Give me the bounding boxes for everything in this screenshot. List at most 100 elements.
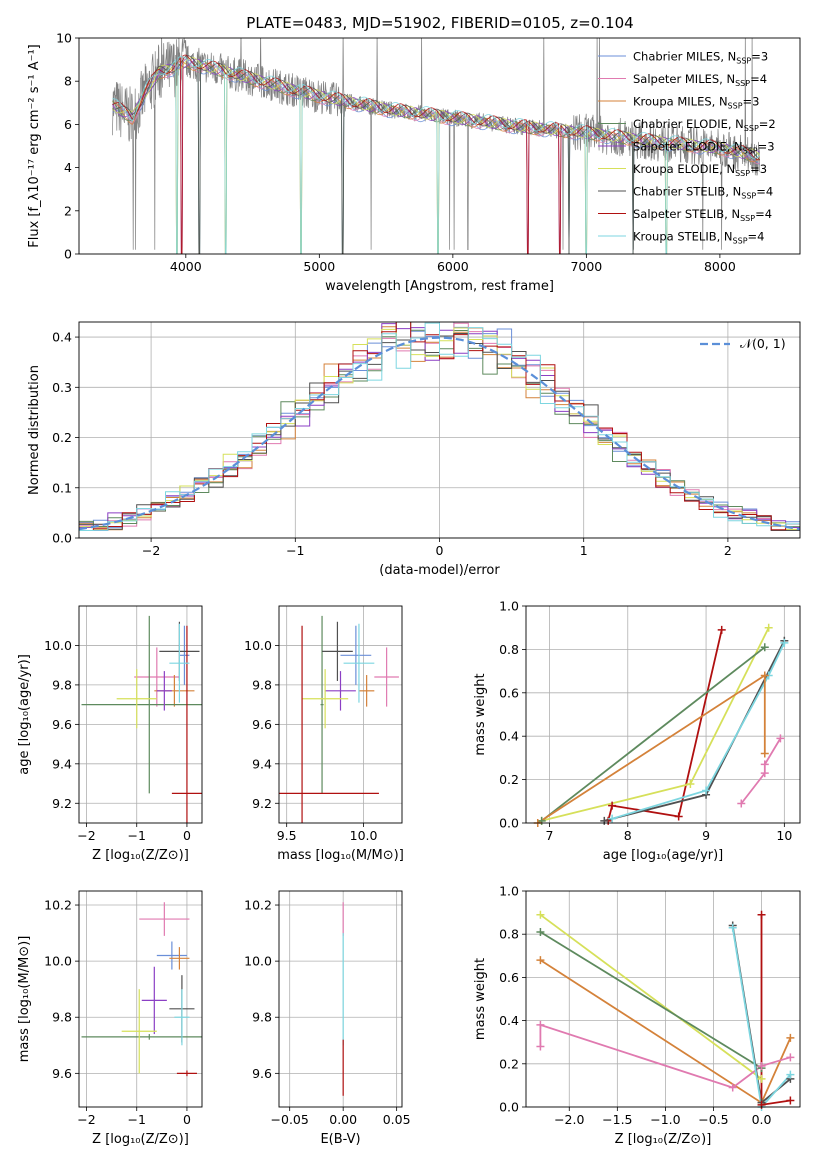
weight-line (740, 737, 782, 805)
y-tick-label: 9.2 (252, 796, 272, 811)
x-tick-label: −0.05 (271, 1112, 309, 1127)
y-tick-label: 9.6 (252, 717, 272, 732)
plot-area (79, 891, 202, 1107)
y-tick-label: 8 (64, 74, 72, 89)
y-tick-label: 9.2 (52, 796, 72, 811)
y-tick-label: 9.4 (52, 756, 72, 771)
y-tick-label: 1.0 (499, 884, 519, 899)
x-tick-label: 9 (702, 828, 710, 843)
y-tick-label: 0.8 (499, 927, 519, 942)
y-axis-label: age [log₁₀(age/yr)] (17, 654, 32, 775)
weight-marker (536, 956, 545, 965)
weight-marker (536, 1042, 545, 1051)
spectrum-panel: 4000 5000 6000 7000 8000 0 2 4 6 8 10 wavelength [A… (27, 31, 801, 294)
legend-label-sub: SSP (744, 124, 759, 133)
legend-label-sub: SSP (741, 192, 756, 201)
weight-line (541, 646, 766, 822)
y-tick-label: 9.8 (252, 1010, 272, 1025)
legend-label-main: Salpeter ELODIE, N (633, 140, 743, 154)
figure-title: PLATE=0483, MJD=51902, FIBERID=0105, z=0… (246, 14, 633, 32)
mass-vs-ebv-panel: −0.05 0.00 0.05 9.6 9.8 10.0 10.2 E(B-V) (244, 890, 411, 1147)
legend-label: Kroupa STELIB, NSSP=4 (633, 230, 764, 246)
weight-marker (760, 760, 769, 769)
legend-label-sub: SSP (728, 102, 743, 111)
legend-label-main: Kroupa MILES, N (633, 95, 728, 109)
weight-marker (608, 814, 617, 823)
legend-label: Chabrier MILES, NSSP=3 (633, 50, 768, 66)
spectrum-model-line (112, 56, 760, 254)
y-tick-label: 10.0 (244, 638, 272, 653)
y-tick-label: 9.6 (52, 1066, 72, 1081)
y-tick-label: 10.0 (244, 954, 272, 969)
legend-label-value: =3 (751, 50, 768, 64)
y-tick-label: 0.4 (499, 729, 519, 744)
y-tick-label: 0.8 (499, 642, 519, 657)
y-tick-label: 4 (64, 160, 72, 175)
axes-frame (78, 890, 203, 1108)
y-axis-label: mass weight (473, 673, 488, 755)
weight-marker (780, 638, 789, 647)
x-tick-label: 4000 (170, 259, 202, 274)
weight-marker (536, 910, 545, 919)
legend-label: Salpeter MILES, NSSP=4 (633, 72, 767, 88)
axes-frame (278, 605, 403, 824)
legend-label-main: Salpeter MILES, N (633, 72, 735, 86)
x-tick-label: 0 (436, 543, 444, 558)
legend-label-value: =4 (756, 185, 773, 199)
x-tick-label: 7 (546, 828, 554, 843)
y-tick-label: 0.0 (499, 1100, 519, 1115)
weight-line (539, 931, 762, 1069)
weight-marker (728, 1083, 737, 1092)
x-tick-label: 0.05 (383, 1112, 411, 1127)
x-tick-label: 9.5 (277, 828, 297, 843)
legend-label-sub: SSP (740, 214, 755, 223)
y-tick-label: 0.4 (52, 330, 72, 345)
legend-label: Salpeter ELODIE, NSSP=3 (633, 140, 775, 156)
weight-marker (536, 928, 545, 937)
legend-label-sub: SSP (743, 147, 758, 156)
y-tick-label: 10.0 (44, 954, 72, 969)
x-tick-label: −1 (128, 828, 146, 843)
weight-marker (786, 1070, 795, 1079)
x-axis-label: age [log₁₀(age/yr)] (603, 848, 724, 863)
y-tick-label: 1.0 (499, 599, 519, 614)
weight-marker (757, 1100, 766, 1109)
plot-area (79, 322, 800, 538)
legend-label-main: Chabrier STELIB, N (633, 185, 741, 199)
y-tick-label: 0.6 (499, 685, 519, 700)
weight-marker (600, 816, 609, 825)
normal-curve (79, 336, 800, 531)
mass-weight-z-panel: −2.0 −1.5 −1.0 −0.5 0.0 0.0 0.2 0.4 0.6 0.8 1.0 Z [… (473, 884, 801, 1147)
x-axis-label: Z [log₁₀(Z/Z⊙)] (92, 1132, 189, 1147)
x-tick-label: 0 (183, 1112, 191, 1127)
x-tick-label: −2.0 (554, 1112, 584, 1127)
spectrum-model-line (112, 58, 760, 254)
legend-label-main: Chabrier ELODIE, N (633, 117, 744, 131)
legend-label-sub: SSP (733, 237, 748, 246)
y-tick-label: 0.1 (52, 480, 72, 495)
weight-marker (760, 643, 769, 652)
legend-label-value: =3 (758, 140, 775, 154)
y-tick-label: 10.2 (44, 898, 72, 913)
y-tick-label: 9.6 (52, 717, 72, 732)
legend-label: Chabrier STELIB, NSSP=4 (633, 185, 773, 201)
spectrum-model-line (112, 60, 760, 254)
weight-marker (717, 625, 726, 634)
y-axis-label: Flux [f_λ10⁻¹⁷ erg cm⁻² s⁻¹ A⁻¹] (27, 44, 42, 248)
y-tick-label: 10.0 (44, 638, 72, 653)
x-tick-label: 10 (776, 828, 792, 843)
x-axis-label: E(B-V) (320, 1132, 360, 1147)
weight-line (731, 927, 792, 1107)
x-tick-label: 5000 (303, 259, 335, 274)
y-tick-label: 0.2 (52, 430, 72, 445)
weight-marker (757, 1074, 766, 1083)
axes-frame (525, 605, 801, 824)
x-tick-label: 1 (580, 543, 588, 558)
x-axis-label: Z [log₁₀(Z/Z⊙)] (615, 1132, 712, 1147)
y-tick-label: 0.2 (499, 772, 519, 787)
legend-label-sub: SSP (735, 169, 750, 178)
x-tick-label: 0.00 (329, 1112, 357, 1127)
plot-area (112, 38, 761, 254)
x-tick-label: −2 (77, 828, 95, 843)
